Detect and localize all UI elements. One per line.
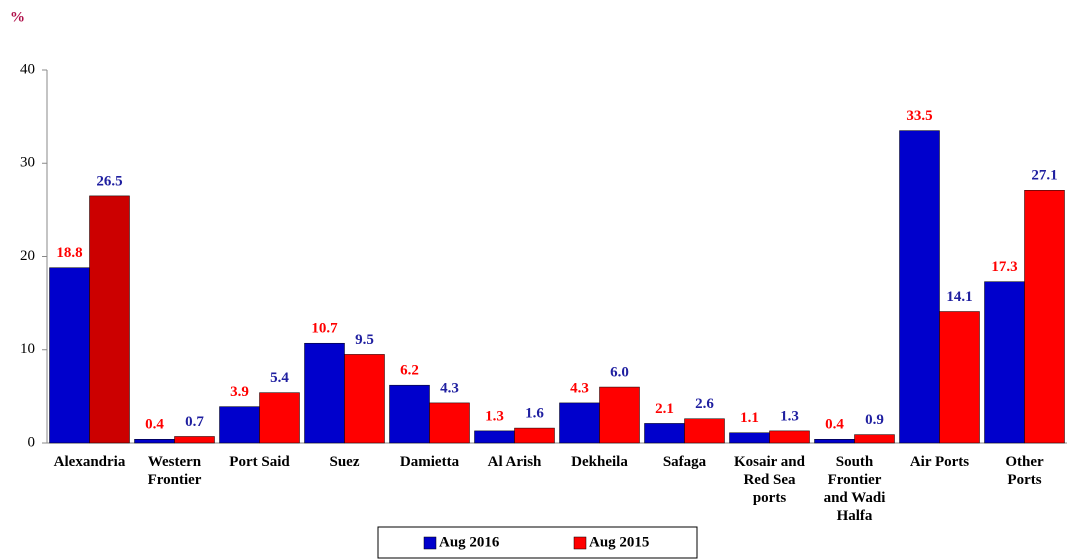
- x-tick-label: South Frontier and Wadi Halfa: [824, 454, 886, 524]
- x-tick-label: Western Frontier: [148, 454, 202, 488]
- legend-label: Aug 2015: [589, 534, 649, 550]
- bar: [259, 392, 300, 444]
- bar: [174, 436, 215, 444]
- bar: [899, 130, 940, 444]
- data-label: 5.4: [270, 370, 289, 386]
- bar: [939, 311, 980, 444]
- bar: [474, 430, 515, 444]
- data-label: 0.4: [825, 417, 844, 433]
- y-tick-label: 0: [28, 434, 36, 450]
- data-label: 0.7: [185, 414, 204, 430]
- bar: [729, 432, 770, 444]
- y-axis-label: %: [10, 9, 25, 25]
- data-label: 4.3: [570, 380, 589, 396]
- legend-swatch: [423, 536, 437, 550]
- x-tick-label: Damietta: [400, 454, 460, 470]
- data-label: 1.6: [525, 406, 544, 422]
- bar: [984, 281, 1025, 444]
- x-tick-label: Al Arish: [488, 454, 542, 470]
- data-label: 10.7: [311, 321, 338, 337]
- bar: [559, 402, 600, 444]
- data-label: 17.3: [991, 259, 1017, 275]
- x-tick-label: Kosair and Red Sea ports: [734, 454, 806, 506]
- y-tick-label: 40: [20, 61, 35, 77]
- data-label: 1.3: [780, 408, 799, 424]
- legend-box: [377, 526, 698, 559]
- legend-label: Aug 2016: [439, 534, 500, 550]
- x-tick-label: Other Ports: [1005, 454, 1044, 488]
- legend-swatch: [573, 536, 587, 550]
- x-tick-label: Alexandria: [54, 454, 126, 470]
- bar: [814, 439, 855, 444]
- x-tick-label: Dekheila: [571, 454, 628, 470]
- bar: [344, 354, 385, 444]
- bar: [219, 406, 260, 444]
- bar: [304, 342, 345, 444]
- bar: [854, 434, 895, 444]
- y-tick-label: 10: [20, 341, 35, 357]
- data-label: 0.4: [145, 417, 164, 433]
- data-label: 33.5: [906, 108, 932, 124]
- data-label: 27.1: [1031, 168, 1057, 184]
- bar: [769, 430, 810, 444]
- bar: [429, 402, 470, 444]
- bar: [49, 267, 90, 444]
- data-label: 1.1: [740, 410, 759, 426]
- bar: [514, 427, 555, 444]
- x-tick-label: Air Ports: [910, 454, 969, 470]
- x-tick-label: Safaga: [663, 454, 707, 470]
- data-label: 2.6: [695, 396, 714, 412]
- bar: [389, 384, 430, 444]
- x-tick-label: Suez: [330, 454, 360, 470]
- x-tick-label: Port Said: [229, 454, 290, 470]
- data-label: 14.1: [946, 289, 972, 305]
- bar: [89, 195, 130, 444]
- data-label: 6.0: [610, 364, 629, 380]
- y-tick-label: 30: [20, 155, 35, 171]
- data-label: 6.2: [400, 363, 419, 379]
- bar: [684, 418, 725, 444]
- data-label: 9.5: [355, 332, 374, 348]
- data-label: 2.1: [655, 401, 674, 417]
- data-label: 18.8: [56, 245, 82, 261]
- bar: [599, 386, 640, 444]
- data-label: 1.3: [485, 408, 504, 424]
- data-label: 0.9: [865, 412, 884, 428]
- bar: [1024, 190, 1065, 444]
- data-label: 26.5: [96, 173, 122, 189]
- bar: [644, 423, 685, 444]
- data-label: 3.9: [230, 384, 249, 400]
- y-tick-label: 20: [20, 248, 35, 264]
- bar: [134, 439, 175, 444]
- data-label: 4.3: [440, 380, 459, 396]
